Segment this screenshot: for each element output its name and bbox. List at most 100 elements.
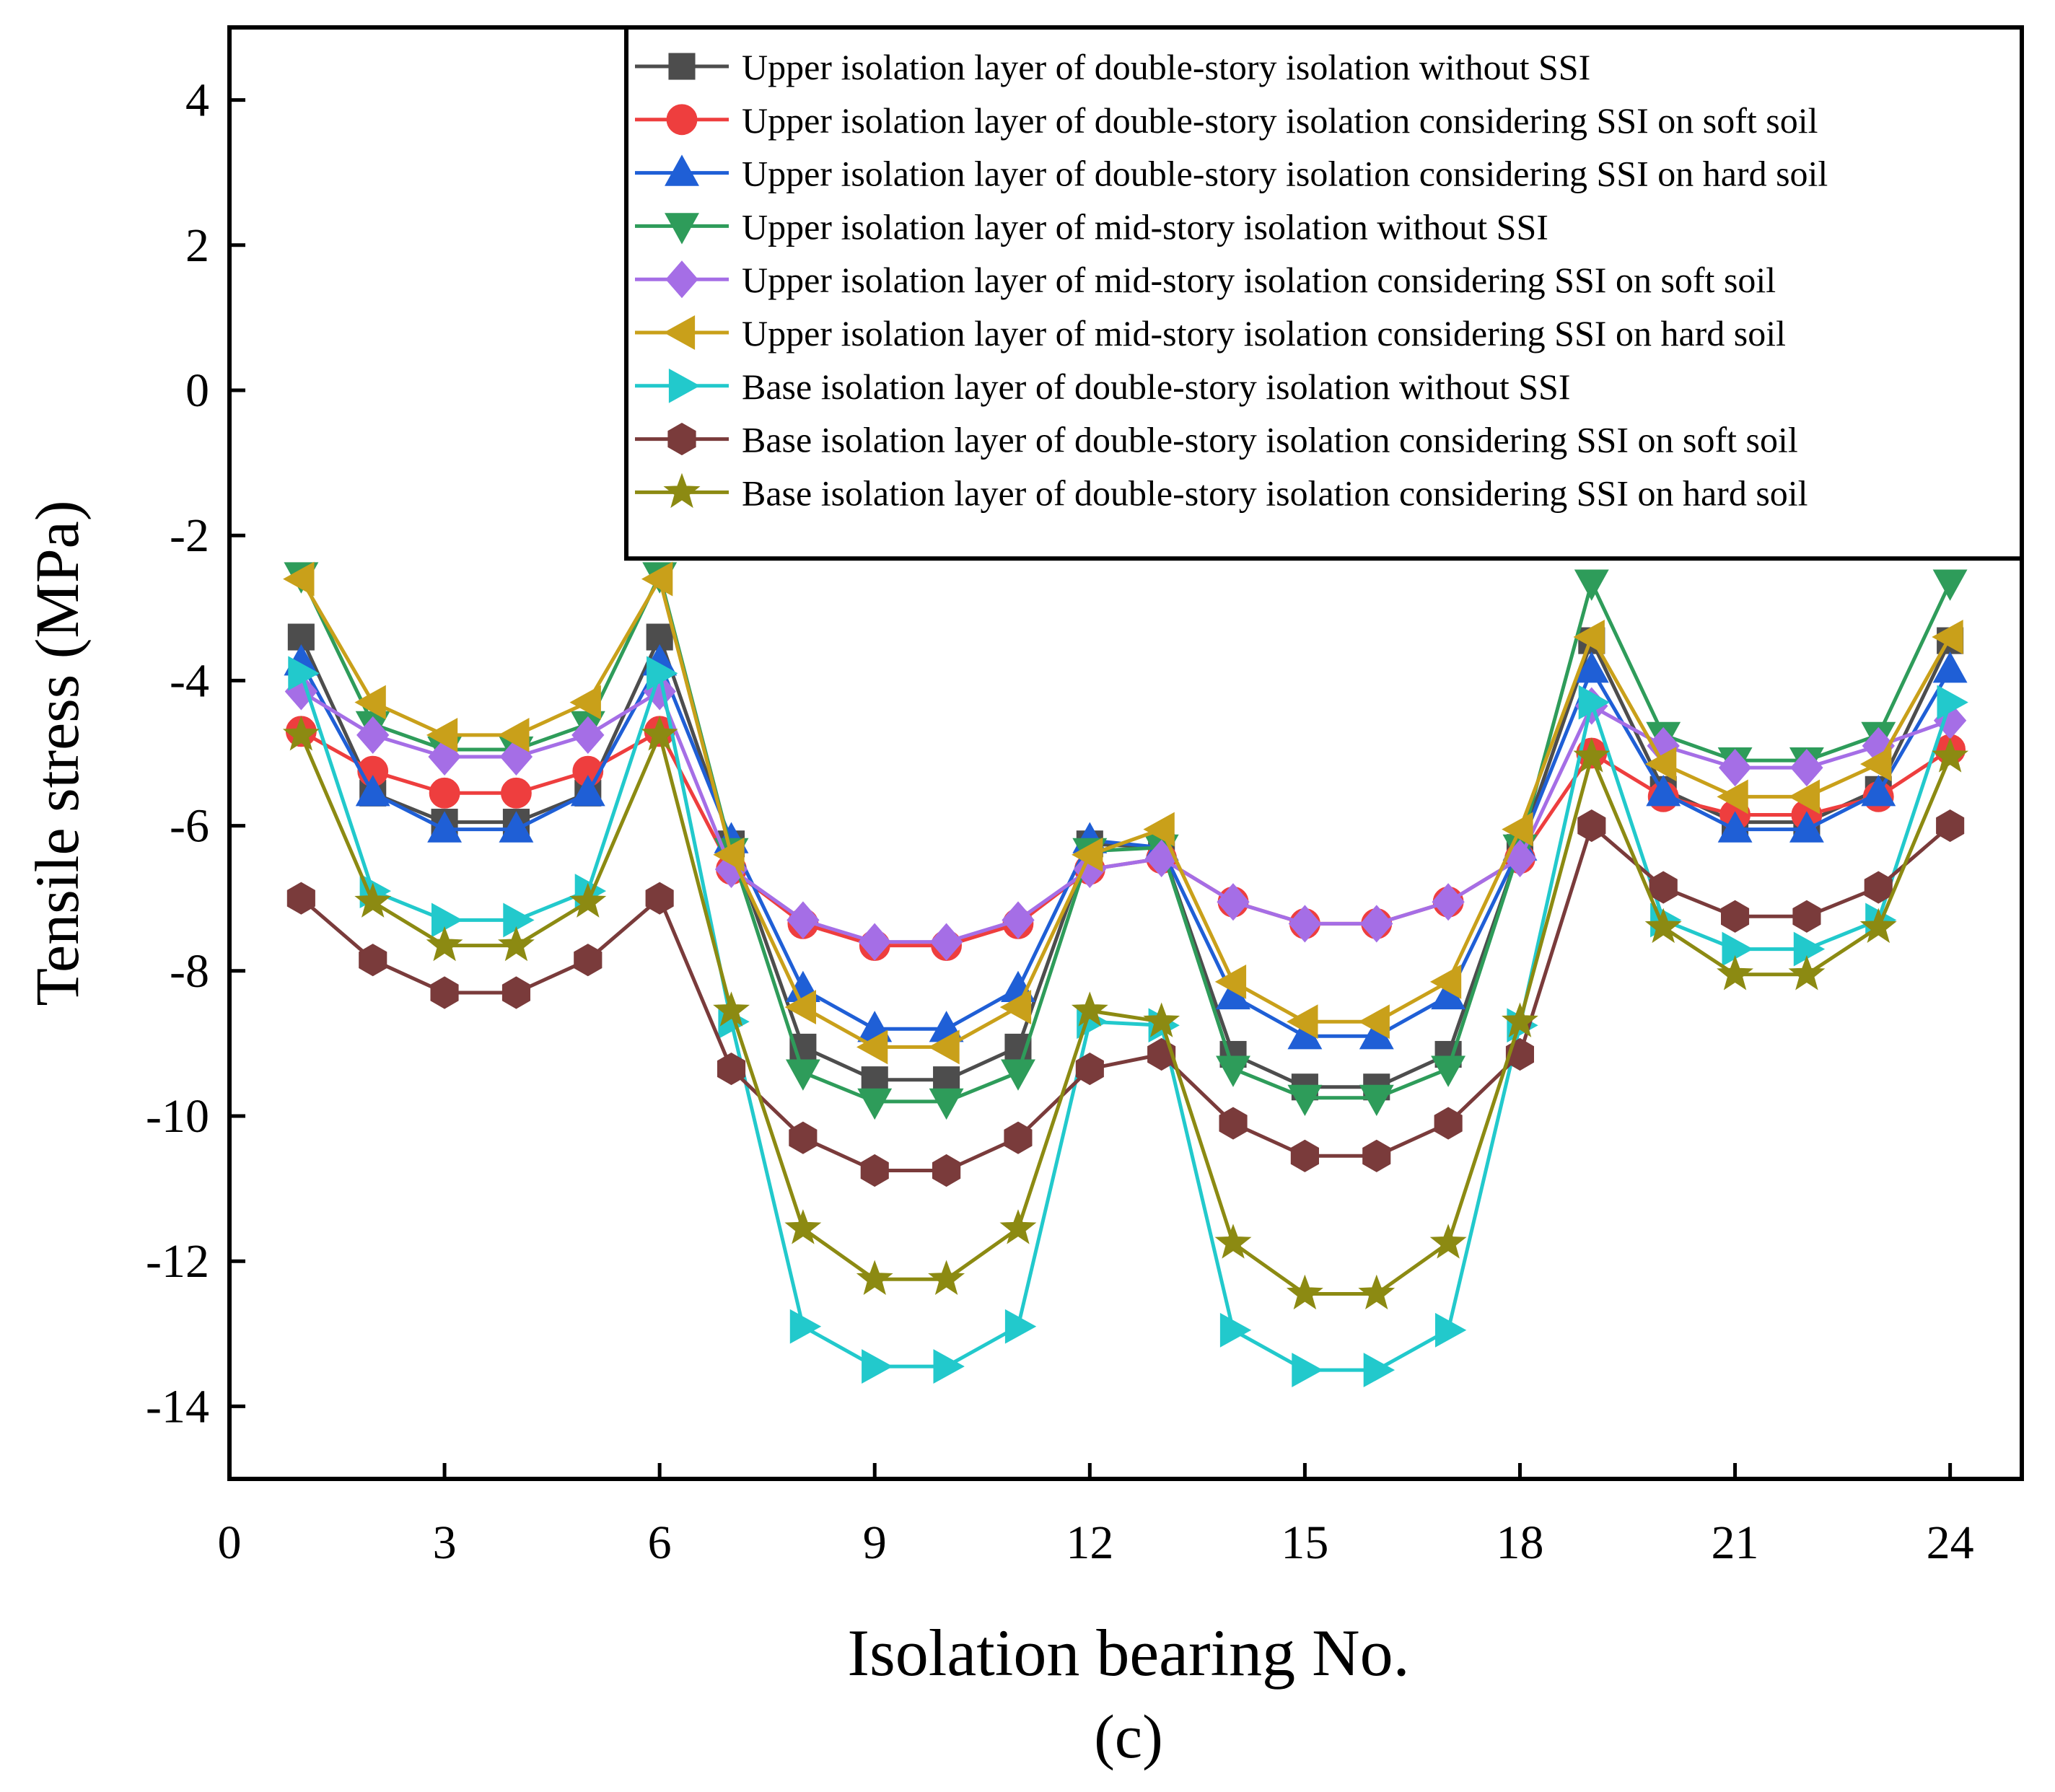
data-point	[1717, 811, 1753, 843]
x-tick-label: 15	[1281, 1516, 1328, 1569]
data-point	[1577, 809, 1606, 843]
data-point	[1214, 964, 1247, 999]
x-tick-label: 9	[863, 1516, 887, 1569]
y-tick-label: -6	[170, 800, 209, 853]
data-point	[1214, 1224, 1252, 1259]
series-1	[287, 623, 1964, 1101]
data-point	[1004, 1121, 1033, 1154]
data-point	[1860, 747, 1892, 782]
y-tick-label: -12	[146, 1235, 209, 1288]
data-point	[1292, 1353, 1323, 1388]
data-point	[1793, 931, 1826, 967]
legend-entry: Base isolation layer of double-story iso…	[635, 473, 1808, 513]
data-point	[1864, 871, 1893, 904]
legend-entry: Upper isolation layer of mid-story isola…	[635, 206, 1548, 247]
legend-marker	[663, 473, 701, 509]
legend-marker	[667, 423, 696, 456]
data-point	[430, 976, 459, 1009]
series-line	[299, 671, 1952, 1372]
y-tick-label: -8	[170, 945, 209, 998]
data-point	[645, 882, 674, 915]
legend-entry: Upper isolation layer of mid-story isola…	[635, 313, 1786, 353]
legend-label: Base isolation layer of double-story iso…	[742, 420, 1798, 460]
series-line	[299, 733, 1952, 1296]
data-point	[785, 1059, 820, 1091]
data-point	[1075, 1053, 1104, 1086]
data-point	[571, 716, 605, 754]
series-line	[299, 574, 1952, 1104]
x-axis: 0 3 6 9 12 15 18 21 24	[218, 1463, 1974, 1569]
data-point	[427, 811, 463, 843]
data-point	[1717, 779, 1748, 814]
data-point	[647, 656, 678, 691]
data-point	[713, 837, 745, 872]
data-point	[641, 716, 678, 751]
data-point	[1573, 620, 1605, 654]
data-point	[356, 716, 390, 754]
data-point	[499, 811, 534, 843]
data-point	[1644, 908, 1682, 944]
legend-entry: Upper isolation layer of double-story is…	[635, 154, 1828, 194]
data-point	[1004, 1309, 1037, 1344]
data-point	[1932, 569, 1968, 601]
data-point	[569, 882, 607, 918]
data-point	[1721, 900, 1750, 933]
series-9	[282, 716, 1969, 1310]
y-tick-label: -14	[146, 1380, 209, 1433]
data-point	[426, 717, 458, 752]
data-point	[498, 926, 535, 962]
figure-caption: (c)	[1094, 1702, 1162, 1771]
data-point	[1002, 901, 1035, 939]
data-point	[1435, 1312, 1467, 1348]
data-point	[501, 976, 530, 1009]
legend-label: Base isolation layer of double-story iso…	[742, 473, 1808, 513]
legend-marker	[668, 368, 701, 403]
data-point	[429, 777, 460, 809]
data-point	[933, 1349, 965, 1384]
y-tick-label: -2	[170, 509, 209, 562]
y-tick-label: -10	[146, 1090, 209, 1143]
data-point	[359, 944, 387, 977]
data-point	[999, 1209, 1037, 1244]
data-point	[929, 1088, 964, 1120]
data-point	[570, 775, 605, 807]
data-point	[858, 923, 891, 961]
x-tick-label: 21	[1712, 1516, 1759, 1569]
data-point	[1574, 651, 1609, 683]
data-point	[1937, 685, 1968, 720]
legend-label: Upper isolation layer of mid-story isola…	[742, 206, 1548, 247]
x-tick-label: 24	[1927, 1516, 1974, 1569]
data-point	[1432, 883, 1465, 921]
data-point	[857, 1088, 893, 1120]
series-line	[299, 635, 1952, 1089]
legend-entry: Base isolation layer of double-story iso…	[635, 420, 1798, 460]
series-line	[299, 824, 1952, 1172]
data-point	[355, 775, 390, 807]
data-point	[1429, 1224, 1467, 1259]
data-point	[1360, 905, 1393, 943]
legend-marker	[665, 260, 698, 299]
data-point	[1502, 1002, 1538, 1037]
data-point	[856, 1029, 888, 1065]
x-tick-label: 6	[648, 1516, 672, 1569]
data-point	[789, 1309, 822, 1344]
data-point	[1072, 837, 1103, 872]
data-point	[354, 685, 386, 720]
data-point	[928, 1029, 960, 1065]
data-point	[501, 777, 532, 809]
data-point	[1788, 955, 1826, 991]
data-point	[860, 1154, 889, 1187]
data-point	[283, 561, 315, 597]
data-point	[1932, 651, 1968, 683]
legend-entry: Upper isolation layer of double-story is…	[635, 47, 1590, 87]
data-point	[786, 901, 820, 939]
data-point	[1358, 1004, 1390, 1040]
data-point	[1788, 779, 1820, 814]
series-layer	[282, 561, 1969, 1388]
data-point	[1649, 871, 1678, 904]
x-tick-label: 0	[218, 1516, 242, 1569]
data-point	[933, 1066, 960, 1094]
data-point	[1431, 1055, 1466, 1087]
x-tick-label: 12	[1066, 1516, 1113, 1569]
